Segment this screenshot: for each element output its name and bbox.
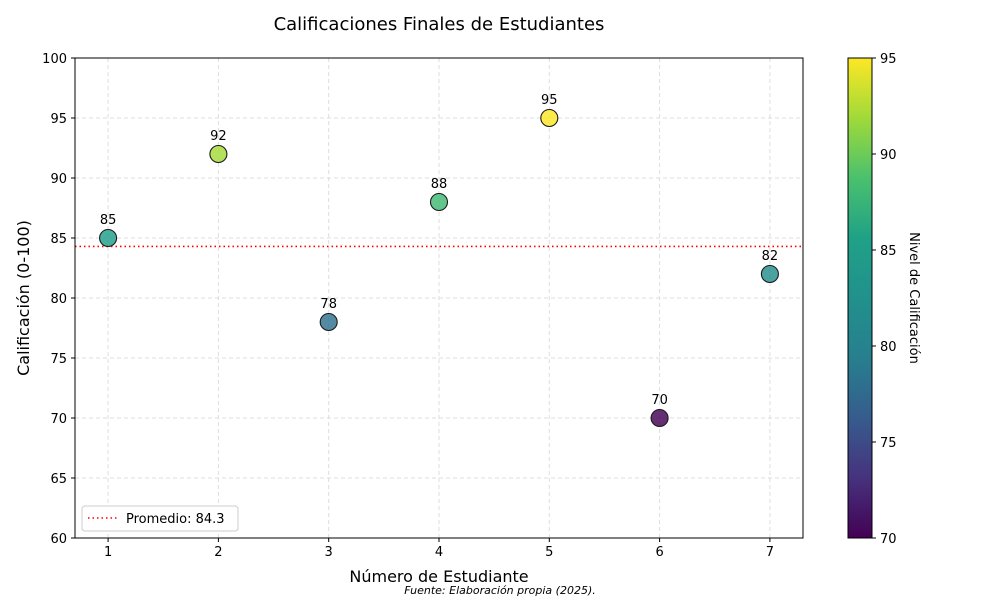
x-tick-label: 5 [545,545,553,560]
y-tick-label: 65 [50,472,67,487]
x-tick-label: 3 [325,545,333,560]
y-tick-label: 80 [50,292,67,307]
data-point [760,264,779,284]
y-tick-label: 75 [50,352,67,367]
data-point [209,144,228,164]
y-tick-label: 90 [50,172,67,187]
x-tick-label: 1 [104,545,112,560]
data-label: 85 [100,213,117,228]
colorbar-label: Nivel de Calificación [906,232,921,364]
colorbar-tick-label: 90 [880,148,897,163]
x-axis-label: Número de Estudiante [349,567,528,586]
data-label: 70 [651,393,668,408]
y-axis-ticks: 60 65 70 75 80 85 90 95 100 [42,52,75,547]
x-axis-ticks: 1 2 3 4 5 6 7 [104,538,774,560]
data-label: 92 [210,129,227,144]
colorbar-tick-label: 70 [880,532,897,547]
y-tick-label: 70 [50,412,67,427]
colorbar-ticks: 70 75 80 85 90 95 [872,52,897,547]
data-label: 78 [320,297,337,312]
chart-title: Calificaciones Finales de Estudiantes [274,14,605,35]
colorbar-gradient [847,57,873,539]
data-label: 95 [541,93,558,108]
data-points [99,108,779,428]
colorbar-tick-label: 85 [880,244,897,259]
colorbar-tick-label: 95 [880,52,897,67]
data-point [540,108,559,128]
grid [75,57,803,539]
legend-box [81,505,239,532]
x-tick-label: 6 [655,545,663,560]
legend: Promedio: 84.3 [81,505,239,532]
data-point [99,228,118,248]
data-point [319,312,338,332]
colorbar-tick-label: 80 [880,340,897,355]
colorbar-tick-label: 75 [880,436,897,451]
y-tick-label: 100 [42,52,67,67]
y-tick-label: 95 [50,112,67,127]
data-labels: 85 92 78 88 95 70 82 [100,93,778,408]
y-axis-label: Calificación (0-100) [14,220,33,376]
x-tick-label: 7 [766,545,774,560]
data-label: 82 [762,249,779,264]
y-tick-label: 60 [50,532,67,547]
data-point [650,408,669,428]
colorbar: 70 75 80 85 90 95 Nivel de Calificación [847,52,921,547]
x-tick-label: 4 [435,545,443,560]
x-tick-label: 2 [214,545,222,560]
data-label: 88 [431,177,448,192]
y-tick-label: 85 [50,232,67,247]
legend-label: Promedio: 84.3 [126,512,225,527]
data-point [429,192,449,212]
source-note: Fuente: Elaboración propia (2025). [404,584,596,597]
